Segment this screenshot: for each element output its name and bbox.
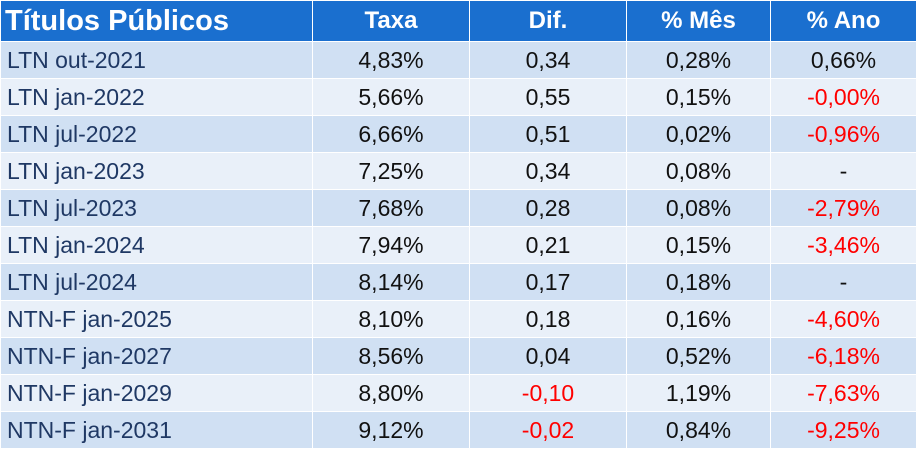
cell-dif: 0,34 xyxy=(469,152,627,190)
header-ano: % Ano xyxy=(770,0,916,42)
cell-taxa: 8,14% xyxy=(312,263,470,301)
cell-taxa: 6,66% xyxy=(312,115,470,153)
cell-titulo: LTN jan-2023 xyxy=(0,152,313,190)
cell-dif: -0,02 xyxy=(469,411,627,449)
cell-mes: 0,28% xyxy=(626,41,771,79)
table-row: LTN jan-2024 7,94% 0,21 0,15% -3,46% xyxy=(0,226,916,264)
cell-dif: 0,55 xyxy=(469,78,627,116)
cell-ano: -6,18% xyxy=(770,337,916,375)
cell-dif: 0,34 xyxy=(469,41,627,79)
table-row: LTN jul-2022 6,66% 0,51 0,02% -0,96% xyxy=(0,115,916,153)
cell-titulo: LTN jul-2024 xyxy=(0,263,313,301)
header-row: Títulos Públicos Taxa Dif. % Mês % Ano xyxy=(0,0,916,42)
cell-ano: -9,25% xyxy=(770,411,916,449)
cell-mes: 1,19% xyxy=(626,374,771,412)
header-taxa: Taxa xyxy=(312,0,470,42)
cell-mes: 0,16% xyxy=(626,300,771,338)
cell-ano: -3,46% xyxy=(770,226,916,264)
cell-taxa: 9,12% xyxy=(312,411,470,449)
cell-taxa: 5,66% xyxy=(312,78,470,116)
cell-mes: 0,02% xyxy=(626,115,771,153)
cell-taxa: 8,80% xyxy=(312,374,470,412)
table-row: LTN out-2021 4,83% 0,34 0,28% 0,66% xyxy=(0,41,916,79)
cell-titulo: LTN jan-2022 xyxy=(0,78,313,116)
table-row: NTN-F jan-2025 8,10% 0,18 0,16% -4,60% xyxy=(0,300,916,338)
cell-titulo: NTN-F jan-2031 xyxy=(0,411,313,449)
cell-ano: - xyxy=(770,152,916,190)
table-header: Títulos Públicos Taxa Dif. % Mês % Ano xyxy=(0,0,916,42)
cell-dif: 0,28 xyxy=(469,189,627,227)
cell-mes: 0,08% xyxy=(626,152,771,190)
table-row: LTN jan-2023 7,25% 0,34 0,08% - xyxy=(0,152,916,190)
cell-dif: 0,04 xyxy=(469,337,627,375)
cell-titulo: LTN jan-2024 xyxy=(0,226,313,264)
table-row: NTN-F jan-2027 8,56% 0,04 0,52% -6,18% xyxy=(0,337,916,375)
cell-titulo: LTN jul-2023 xyxy=(0,189,313,227)
cell-taxa: 7,94% xyxy=(312,226,470,264)
cell-mes: 0,15% xyxy=(626,78,771,116)
cell-ano: -0,96% xyxy=(770,115,916,153)
cell-ano: -0,00% xyxy=(770,78,916,116)
cell-titulo: LTN jul-2022 xyxy=(0,115,313,153)
cell-mes: 0,52% xyxy=(626,337,771,375)
table-row: NTN-F jan-2029 8,80% -0,10 1,19% -7,63% xyxy=(0,374,916,412)
cell-titulo: NTN-F jan-2029 xyxy=(0,374,313,412)
cell-ano: -4,60% xyxy=(770,300,916,338)
cell-dif: 0,21 xyxy=(469,226,627,264)
cell-ano: -7,63% xyxy=(770,374,916,412)
cell-taxa: 7,68% xyxy=(312,189,470,227)
cell-ano: - xyxy=(770,263,916,301)
cell-titulo: NTN-F jan-2025 xyxy=(0,300,313,338)
header-titulos: Títulos Públicos xyxy=(0,0,313,42)
cell-titulo: NTN-F jan-2027 xyxy=(0,337,313,375)
cell-dif: 0,51 xyxy=(469,115,627,153)
cell-mes: 0,84% xyxy=(626,411,771,449)
table-row: LTN jan-2022 5,66% 0,55 0,15% -0,00% xyxy=(0,78,916,116)
cell-taxa: 4,83% xyxy=(312,41,470,79)
cell-dif: -0,10 xyxy=(469,374,627,412)
cell-ano: -2,79% xyxy=(770,189,916,227)
cell-mes: 0,08% xyxy=(626,189,771,227)
cell-dif: 0,18 xyxy=(469,300,627,338)
table-row: NTN-F jan-2031 9,12% -0,02 0,84% -9,25% xyxy=(0,411,916,449)
header-mes: % Mês xyxy=(626,0,771,42)
cell-taxa: 8,10% xyxy=(312,300,470,338)
cell-mes: 0,15% xyxy=(626,226,771,264)
header-dif: Dif. xyxy=(469,0,627,42)
bond-rates-table: Títulos Públicos Taxa Dif. % Mês % Ano L… xyxy=(0,0,916,449)
cell-taxa: 7,25% xyxy=(312,152,470,190)
table-row: LTN jul-2023 7,68% 0,28 0,08% -2,79% xyxy=(0,189,916,227)
cell-titulo: LTN out-2021 xyxy=(0,41,313,79)
table-body: LTN out-2021 4,83% 0,34 0,28% 0,66% LTN … xyxy=(0,41,916,449)
cell-taxa: 8,56% xyxy=(312,337,470,375)
cell-dif: 0,17 xyxy=(469,263,627,301)
table-row: LTN jul-2024 8,14% 0,17 0,18% - xyxy=(0,263,916,301)
cell-ano: 0,66% xyxy=(770,41,916,79)
cell-mes: 0,18% xyxy=(626,263,771,301)
